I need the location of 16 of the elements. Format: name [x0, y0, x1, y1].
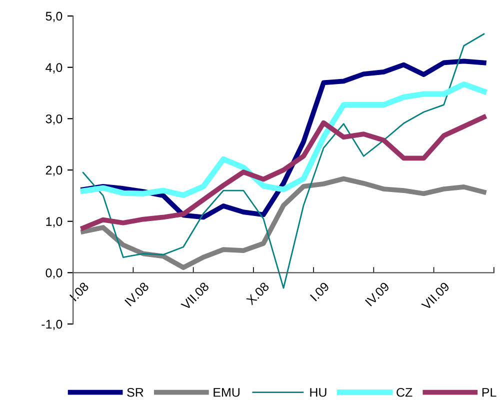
y-tick-label: 2,0: [46, 166, 62, 176]
legend-label: HU: [310, 388, 326, 397]
legend-label: SR: [127, 388, 144, 397]
x-tick-label: I.08: [69, 282, 90, 302]
y-tick-label: 4,0: [46, 63, 62, 74]
legend-label: CZ: [396, 388, 412, 397]
y-tick-label: 3,0: [46, 114, 62, 125]
legend-label: EMU: [214, 388, 240, 397]
line-series: [80, 114, 486, 230]
x-tick-label: I.09: [310, 282, 330, 302]
line-series: [80, 176, 486, 270]
y-tick-label: 0,0: [46, 268, 62, 279]
y-tick-label: -1,0: [42, 320, 62, 330]
legend-label: PL: [482, 388, 496, 397]
y-tick-label: 1,0: [46, 217, 62, 228]
y-tick-label: 5,0: [46, 12, 62, 22]
